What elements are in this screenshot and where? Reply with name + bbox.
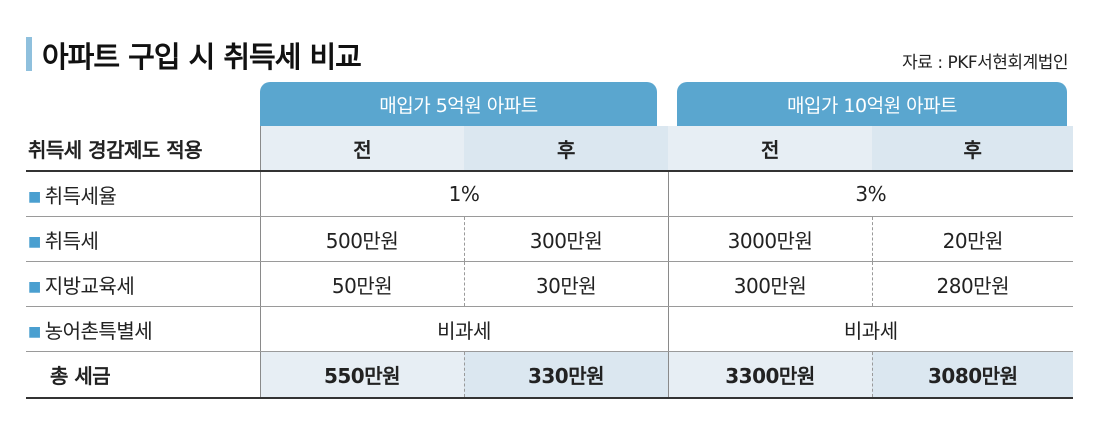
rate-5eok: 1% [259, 171, 668, 217]
cell-value: 20만원 [871, 216, 1073, 262]
total-value: 330만원 [463, 351, 668, 399]
source-note: 자료 : PKF서현회계법인 [902, 53, 1068, 73]
row-label: 지방교육세 [44, 273, 135, 298]
page-title: 아파트 구입 시 취득세 비교 [42, 40, 362, 74]
group-header-5eok: 매입가 5억원 아파트 [260, 82, 657, 126]
bullet-icon: ■ [28, 323, 41, 340]
cell-value: 280만원 [871, 261, 1073, 307]
total-label: 총 세금 [26, 351, 260, 399]
bullet-icon: ■ [28, 233, 41, 250]
col-before-5eok: 전 [259, 126, 464, 172]
exempt-5eok: 비과세 [259, 306, 668, 352]
table-row: ■ 취득세 500만원 300만원 3000만원 20만원 [26, 216, 1073, 262]
total-value: 3300만원 [667, 351, 872, 399]
group-header-10eok: 매입가 10억원 아파트 [677, 82, 1067, 126]
row-label: 농어촌특별세 [44, 318, 153, 343]
table-row: ■ 지방교육세 50만원 30만원 300만원 280만원 [26, 261, 1073, 307]
table-header-row: 취득세 경감제도 적용 전 후 전 후 [26, 126, 1073, 172]
total-value: 3080만원 [871, 351, 1073, 399]
row-label: 취득세율 [44, 183, 117, 208]
rate-10eok: 3% [667, 171, 1073, 217]
cell-value: 3000만원 [667, 216, 872, 262]
row-label: 취득세 [44, 228, 99, 253]
table-row: ■ 농어촌특별세 비과세 비과세 [26, 306, 1073, 352]
col-before-10eok: 전 [668, 126, 872, 172]
total-value: 550만원 [259, 351, 464, 399]
cell-value: 300만원 [667, 261, 872, 307]
cell-value: 50만원 [259, 261, 464, 307]
bullet-icon: ■ [28, 188, 41, 205]
cell-value: 30만원 [463, 261, 668, 307]
tax-comparison-table: 취득세 경감제도 적용 전 후 전 후 ■ 취득세율 1% 3% ■ 취득세 500… [26, 126, 1073, 399]
total-row: 총 세금 550만원 330만원 3300만원 3080만원 [26, 351, 1073, 399]
title-accent-bar [26, 37, 32, 71]
cell-value: 300만원 [463, 216, 668, 262]
bullet-icon: ■ [28, 278, 41, 295]
header-label: 취득세 경감제도 적용 [26, 126, 260, 172]
exempt-10eok: 비과세 [667, 306, 1073, 352]
col-after-10eok: 후 [872, 126, 1073, 172]
cell-value: 500만원 [259, 216, 464, 262]
col-after-5eok: 후 [464, 126, 668, 172]
table-row: ■ 취득세율 1% 3% [26, 171, 1073, 217]
